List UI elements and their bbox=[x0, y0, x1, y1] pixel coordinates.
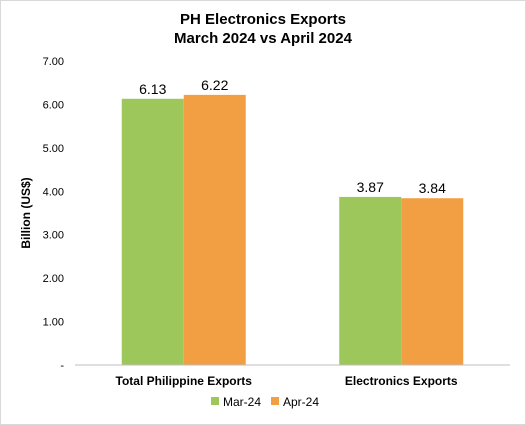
legend: Mar-24 Apr-24 bbox=[211, 395, 319, 409]
data-label: 3.84 bbox=[419, 180, 446, 196]
y-tick-label: - bbox=[60, 360, 64, 372]
legend-label: Mar-24 bbox=[223, 395, 261, 409]
data-label: 6.22 bbox=[201, 77, 228, 93]
legend-label: Apr-24 bbox=[283, 395, 319, 409]
chart-title-line1: PH Electronics Exports bbox=[180, 11, 346, 28]
y-tick-label: 3.00 bbox=[43, 230, 64, 242]
y-tick-label: 1.00 bbox=[43, 317, 64, 329]
y-axis: - 1.00 2.00 3.00 4.00 5.00 6.00 7.00 bbox=[43, 56, 65, 372]
x-axis: Total Philippine Exports Electronics Expo… bbox=[116, 374, 458, 388]
data-label: 6.13 bbox=[139, 81, 166, 97]
y-tick-label: 4.00 bbox=[43, 186, 64, 198]
bar bbox=[121, 98, 184, 365]
legend-swatch bbox=[271, 397, 279, 405]
x-category-label: Total Philippine Exports bbox=[116, 374, 253, 388]
bars-group: 6.13 6.22 3.87 3.84 bbox=[121, 77, 464, 366]
y-tick-label: 6.00 bbox=[43, 99, 64, 111]
chart-title-line2: March 2024 vs April 2024 bbox=[174, 30, 353, 47]
bar bbox=[183, 94, 246, 366]
x-category-label: Electronics Exports bbox=[345, 374, 458, 388]
y-tick-label: 2.00 bbox=[43, 273, 64, 285]
y-axis-label: Billion (US$) bbox=[19, 177, 33, 248]
legend-swatch bbox=[211, 397, 219, 405]
y-tick-label: 7.00 bbox=[43, 56, 64, 68]
bar bbox=[339, 196, 402, 365]
y-tick-label: 5.00 bbox=[43, 143, 64, 155]
bar bbox=[401, 198, 464, 365]
data-label: 3.87 bbox=[357, 179, 384, 195]
